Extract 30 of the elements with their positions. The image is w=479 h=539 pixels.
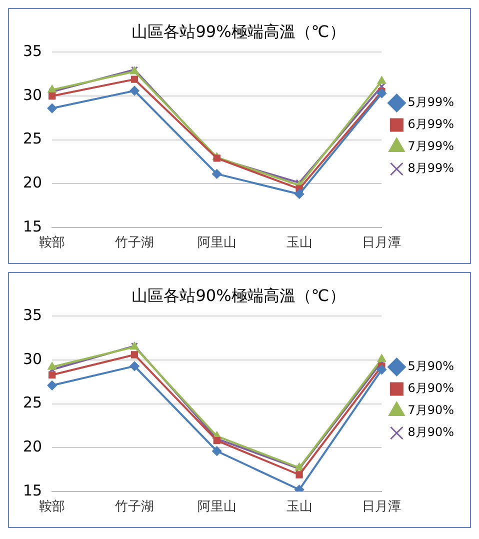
legend-label: 6月99% [408, 117, 454, 132]
legend-label: 5月99% [408, 95, 454, 110]
y-tick-label: 20 [22, 173, 42, 192]
x-tick-label: 阿里山 [197, 236, 236, 251]
x-tick-label: 阿里山 [197, 500, 236, 515]
x-tick-label: 日月潭 [362, 500, 402, 515]
y-tick-label: 30 [22, 86, 42, 104]
y-tick-label: 30 [22, 350, 42, 368]
x-tick-label: 玉山 [286, 236, 312, 251]
x-tick-label: 竹子湖 [114, 500, 154, 515]
x-tick-label: 竹子湖 [114, 236, 154, 251]
y-tick-label: 15 [22, 481, 42, 500]
legend-label: 6月90% [408, 381, 454, 396]
legend-label: 5月90% [408, 359, 454, 374]
legend-label: 8月90% [408, 425, 454, 440]
y-tick-label: 15 [22, 217, 42, 236]
legend-label: 7月90% [408, 403, 454, 418]
x-tick-label: 玉山 [286, 500, 312, 515]
y-tick-label: 35 [22, 306, 42, 324]
y-tick-label: 25 [22, 394, 42, 412]
x-tick-label: 鞍部 [39, 500, 66, 515]
chart-title: 山區各站90%極端高溫（℃） [132, 286, 346, 305]
y-tick-label: 25 [22, 130, 42, 148]
legend-label: 7月99% [408, 139, 454, 154]
x-tick-label: 日月潭 [362, 236, 402, 251]
legend-label: 8月99% [408, 161, 454, 176]
chart-title: 山區各站99%極端高溫（℃） [132, 22, 346, 41]
y-tick-label: 35 [22, 42, 42, 60]
y-tick-label: 20 [22, 437, 42, 456]
x-tick-label: 鞍部 [39, 236, 66, 251]
